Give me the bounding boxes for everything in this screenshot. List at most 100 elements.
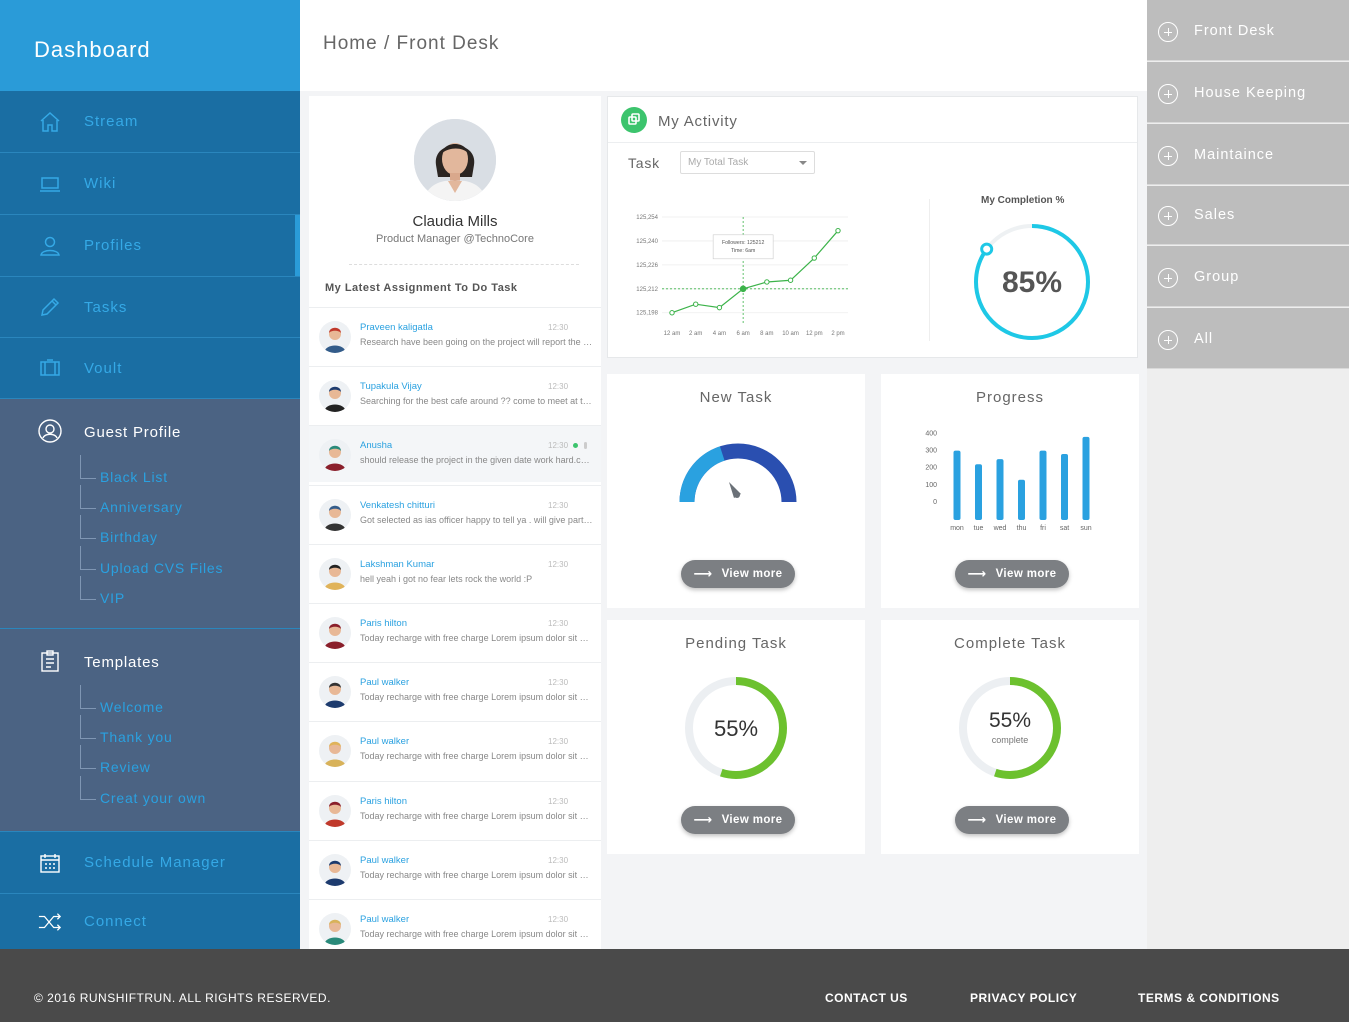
message-time: 12:30 (548, 619, 569, 628)
sidebar-item-templates[interactable]: Templates (0, 629, 300, 689)
message-sender: Paul walker (360, 736, 410, 748)
subitem-welcome[interactable]: Welcome (80, 685, 164, 715)
list-item[interactable]: Paris hilton 12:30 Today recharge with fre… (309, 780, 601, 838)
subitem-creat-your-own[interactable]: Creat your own (80, 776, 206, 806)
complete-value: 55% (989, 709, 1031, 732)
data-point[interactable] (716, 304, 723, 311)
bar[interactable] (996, 459, 1004, 520)
list-item[interactable]: Paris hilton 12:30 Today recharge with fre… (309, 603, 601, 660)
progress-view-more-button[interactable]: ⟶ View more (955, 560, 1069, 588)
bar[interactable] (1061, 454, 1068, 520)
right-item-maintaince[interactable]: Maintaince (1147, 124, 1349, 185)
x-tick-label: 6 am (736, 331, 749, 337)
sidebar-item-profiles[interactable]: Profiles (0, 215, 300, 277)
list-item[interactable]: Lakshman Kumar 12:30 hell yeah i got no fe… (309, 543, 601, 601)
footer-link-privacy[interactable]: PRIVACY POLICY (970, 991, 1078, 1005)
data-point[interactable] (811, 255, 817, 261)
list-item[interactable]: Tupakula Vijay 12:30 Searching for the bes… (309, 366, 601, 424)
message-time: 12:30 (548, 915, 569, 924)
new-task-view-more-button[interactable]: ⟶ View more (681, 560, 795, 588)
message-time: 12:30 (548, 323, 569, 332)
pending-ring: 55% (685, 677, 787, 779)
bar[interactable] (953, 450, 961, 520)
right-item-label: Sales (1194, 207, 1236, 223)
bar[interactable] (1018, 479, 1025, 520)
avatar (319, 439, 351, 472)
bar[interactable] (1039, 450, 1047, 520)
list-item[interactable]: Paul walker 12:30 Today recharge with free… (309, 662, 601, 720)
complete-ring: 55% complete (959, 677, 1061, 779)
sidebar-item-wiki[interactable]: Wiki (0, 153, 300, 215)
right-item-house-keeping[interactable]: House Keeping (1147, 62, 1349, 123)
chart-tooltip: Followers: 125212 Time: 6am (712, 234, 774, 260)
list-item[interactable]: Paul walker 12:30 Today recharge with free… (309, 721, 601, 779)
card-title: New Task (699, 389, 773, 406)
message-text: hell yeah i got no fear lets rock the wo… (360, 573, 533, 584)
data-point[interactable] (693, 301, 699, 307)
message-time: 12:30 (548, 855, 569, 865)
x-tick-label: fri (1040, 525, 1046, 532)
sidebar-item-tasks[interactable]: Tasks (0, 277, 300, 338)
right-item-front-desk[interactable]: Front Desk (1147, 0, 1349, 61)
online-indicator (573, 443, 578, 449)
x-tick-label: 2 pm (831, 331, 844, 337)
user-icon (38, 234, 62, 258)
sidebar-item-connect[interactable]: Connect (0, 894, 300, 949)
subitem-review[interactable]: Review (80, 745, 151, 775)
pending-value: 55% (714, 716, 758, 741)
list-item[interactable]: Anusha 12:30 should release the project in… (309, 425, 601, 483)
sidebar-item-label: Templates (84, 654, 160, 671)
sidebar-item-label: Tasks (84, 298, 128, 316)
list-item[interactable]: Paul walker 12:30 Today recharge with free… (309, 839, 601, 897)
data-point[interactable] (835, 227, 841, 234)
sidebar-item-guest-profile[interactable]: Guest Profile (0, 399, 300, 459)
list-item[interactable]: Paul walker 12:30 Today recharge with free… (309, 899, 601, 956)
right-item-all[interactable]: All (1147, 308, 1349, 369)
x-tick-label: tue (974, 525, 984, 532)
y-tick-label: 125,254 (636, 215, 658, 221)
pending-arc (685, 677, 787, 779)
avatar (319, 557, 351, 590)
plus-circle-icon (1158, 268, 1178, 288)
completion-value: 85% (1002, 266, 1062, 299)
subitem-vip[interactable]: VIP (80, 576, 125, 606)
arrow-right-icon: ⟶ (693, 812, 713, 827)
right-panel: Front Desk House Keeping Maintaince Sale… (1147, 0, 1349, 949)
subitem-anniversary[interactable]: Anniversary (80, 485, 183, 515)
sidebar-item-stream[interactable]: Stream (0, 91, 300, 153)
pending-view-more-button[interactable]: ⟶ View more (681, 806, 795, 834)
bar[interactable] (975, 464, 982, 520)
footer-link-contact[interactable]: CONTACT US (825, 991, 908, 1005)
arrow-right-icon: ⟶ (693, 566, 713, 581)
right-item-label: All (1194, 331, 1214, 347)
plus-circle-icon (1158, 146, 1178, 166)
footer-link-terms[interactable]: TERMS & CONDITIONS (1138, 991, 1280, 1005)
right-item-group[interactable]: Group (1147, 246, 1349, 307)
subitem-upload-cvs[interactable]: Upload CVS Files (80, 546, 223, 576)
data-point[interactable] (787, 277, 794, 283)
x-tick-label: wed (993, 525, 1007, 532)
data-point[interactable] (669, 310, 675, 316)
button-label: View more (995, 568, 1057, 580)
completion-knob[interactable] (980, 242, 994, 256)
y-tick-label: 125,198 (636, 311, 658, 317)
data-point[interactable] (739, 285, 747, 293)
complete-view-more-button[interactable]: ⟶ View more (955, 806, 1069, 834)
gauge-arc (679, 446, 725, 503)
subitem-birthday[interactable]: Birthday (80, 515, 158, 545)
subitem-thank-you[interactable]: Thank you (80, 715, 173, 745)
completion-ring: 85% (974, 224, 1090, 340)
completion-arc (974, 224, 1090, 340)
x-tick-label: 8 am (760, 331, 773, 337)
complete-arc (959, 677, 1061, 779)
list-item[interactable]: Venkatesh chitturi 12:30 Got selected as i… (309, 484, 601, 542)
task-select[interactable]: My Total Task (680, 151, 815, 174)
sidebar-item-schedule-manager[interactable]: Schedule Manager (0, 832, 300, 894)
bar[interactable] (1082, 436, 1090, 520)
list-item[interactable]: Praveen kaligatla 12:30 Research have been… (309, 307, 601, 364)
sidebar-item-voult[interactable]: Voult (0, 338, 300, 399)
profile-role: Product Manager @TechnoCore (376, 233, 534, 245)
right-item-sales[interactable]: Sales (1147, 186, 1349, 245)
data-point[interactable] (764, 279, 770, 285)
subitem-black-list[interactable]: Black List (80, 455, 168, 485)
